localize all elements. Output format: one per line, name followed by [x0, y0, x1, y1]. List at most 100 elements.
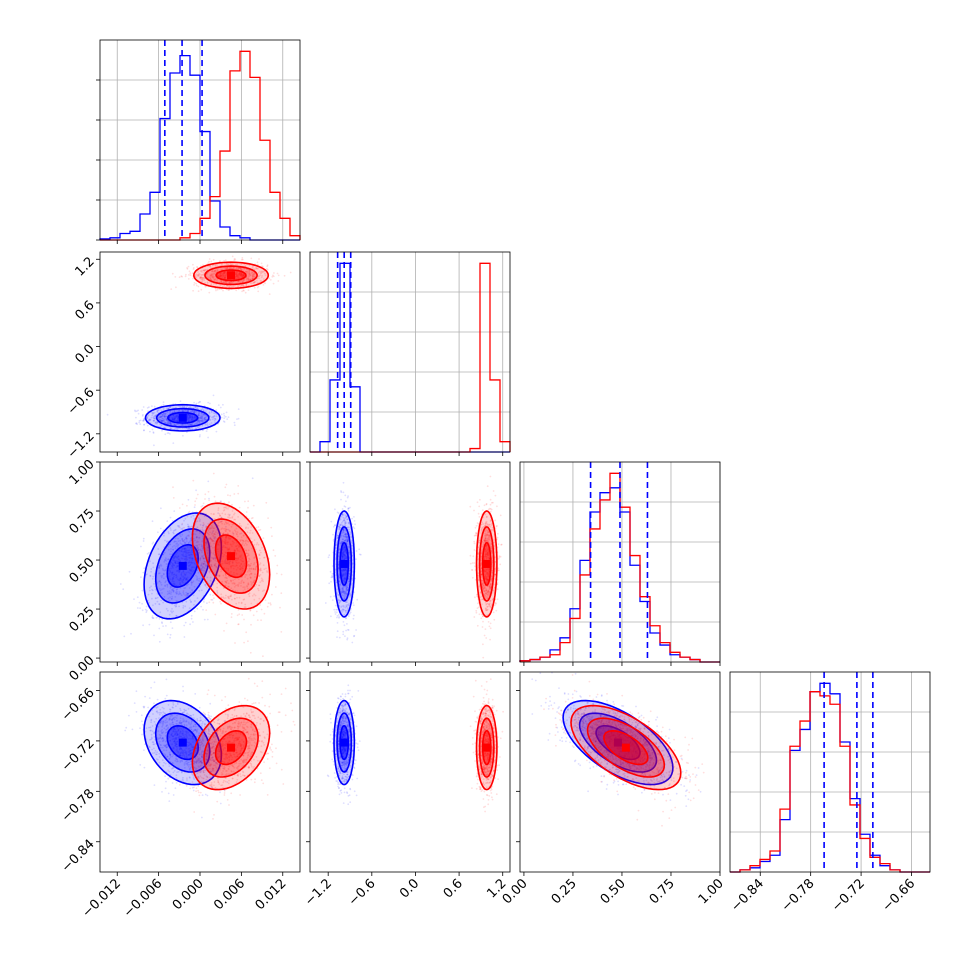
scatter-point: [206, 549, 209, 551]
scatter-point: [151, 578, 154, 580]
scatter-point: [236, 547, 239, 550]
scatter-point: [253, 281, 255, 284]
scatter-point: [239, 267, 242, 270]
scatter-point: [224, 274, 227, 277]
scatter-point: [173, 564, 175, 566]
scatter-point: [246, 577, 249, 580]
scatter-point: [186, 576, 189, 579]
scatter-point: [212, 416, 214, 418]
scatter-point: [187, 428, 190, 430]
scatter-point: [252, 276, 254, 278]
scatter-point: [223, 630, 225, 632]
scatter-point: [482, 589, 485, 592]
scatter-point: [161, 592, 163, 594]
scatter-point: [240, 274, 242, 277]
scatter-point: [237, 277, 240, 280]
scatter-point: [203, 417, 206, 420]
scatter-point: [231, 562, 234, 564]
scatter-point: [215, 287, 217, 290]
scatter-point: [187, 583, 190, 586]
scatter-point: [230, 565, 232, 568]
scatter-point: [183, 577, 186, 580]
scatter-point: [215, 413, 218, 416]
scatter-point: [203, 563, 205, 565]
scatter-point: [238, 545, 241, 548]
scatter-point: [166, 540, 169, 542]
scatter-point: [232, 532, 235, 535]
scatter-point: [347, 577, 350, 580]
scatter-point: [227, 263, 230, 266]
scatter-point: [488, 585, 491, 588]
scatter-point: [484, 553, 487, 556]
scatter-point: [227, 585, 230, 588]
scatter-point: [346, 540, 349, 543]
scatter-point: [223, 523, 226, 525]
hist-red-2: [519, 472, 720, 663]
scatter-point: [181, 557, 184, 560]
scatter-point: [239, 539, 242, 542]
scatter-point: [193, 410, 196, 412]
scatter-point: [212, 270, 215, 273]
scatter-point: [218, 574, 221, 577]
scatter-point: [187, 278, 190, 280]
scatter-point: [222, 509, 225, 512]
scatter-point: [173, 419, 175, 422]
scatter-point: [222, 273, 224, 276]
scatter-point: [328, 582, 331, 585]
scatter-point: [344, 535, 347, 538]
scatter-point: [248, 270, 250, 272]
scatter-point: [177, 560, 180, 563]
scatter-point: [259, 551, 262, 554]
scatter-point: [253, 276, 256, 278]
scatter-point: [344, 532, 347, 535]
scatter-point: [185, 273, 187, 276]
scatter-point: [227, 522, 229, 525]
scatter-point: [174, 424, 177, 426]
scatter-point: [482, 615, 484, 618]
scatter-point: [186, 428, 189, 430]
scatter-point: [200, 420, 202, 422]
scatter-point: [210, 410, 213, 413]
scatter-point: [194, 274, 197, 277]
scatter-point: [197, 285, 200, 288]
scatter-point: [183, 548, 186, 551]
scatter-point: [482, 615, 484, 617]
scatter-point: [346, 535, 349, 538]
scatter-point: [149, 589, 151, 592]
scatter-point: [148, 418, 151, 421]
scatter-point: [245, 511, 248, 513]
scatter-point: [184, 579, 187, 581]
scatter-point: [236, 590, 239, 593]
scatter-point: [201, 539, 204, 542]
scatter-point: [203, 417, 206, 420]
scatter-point: [259, 271, 262, 274]
scatter-point: [345, 587, 348, 590]
scatter-point: [487, 539, 489, 542]
scatter-point: [159, 611, 162, 614]
scatter-point: [167, 609, 169, 612]
scatter-point: [218, 276, 221, 278]
scatter-point: [252, 567, 255, 570]
scatter-point: [222, 532, 224, 535]
scatter-point: [276, 564, 279, 567]
scatter-point: [224, 573, 227, 576]
scatter-point: [212, 558, 215, 560]
scatter-point: [255, 565, 258, 568]
contour-line: [144, 403, 221, 432]
scatter-point: [486, 575, 489, 578]
scatter-point: [142, 624, 145, 627]
scatter-point: [340, 498, 342, 501]
scatter-point: [498, 556, 501, 559]
scatter-point: [346, 518, 348, 521]
scatter-point: [351, 545, 353, 548]
scatter-point: [178, 427, 181, 430]
scatter-point: [167, 597, 170, 600]
scatter-point: [225, 281, 228, 283]
scatter-point: [162, 572, 165, 575]
scatter-point: [158, 423, 161, 425]
scatter-point: [234, 597, 236, 600]
scatter-point: [152, 419, 155, 422]
scatter-point: [342, 538, 344, 541]
scatter-point: [172, 589, 174, 591]
scatter-point: [219, 274, 222, 277]
